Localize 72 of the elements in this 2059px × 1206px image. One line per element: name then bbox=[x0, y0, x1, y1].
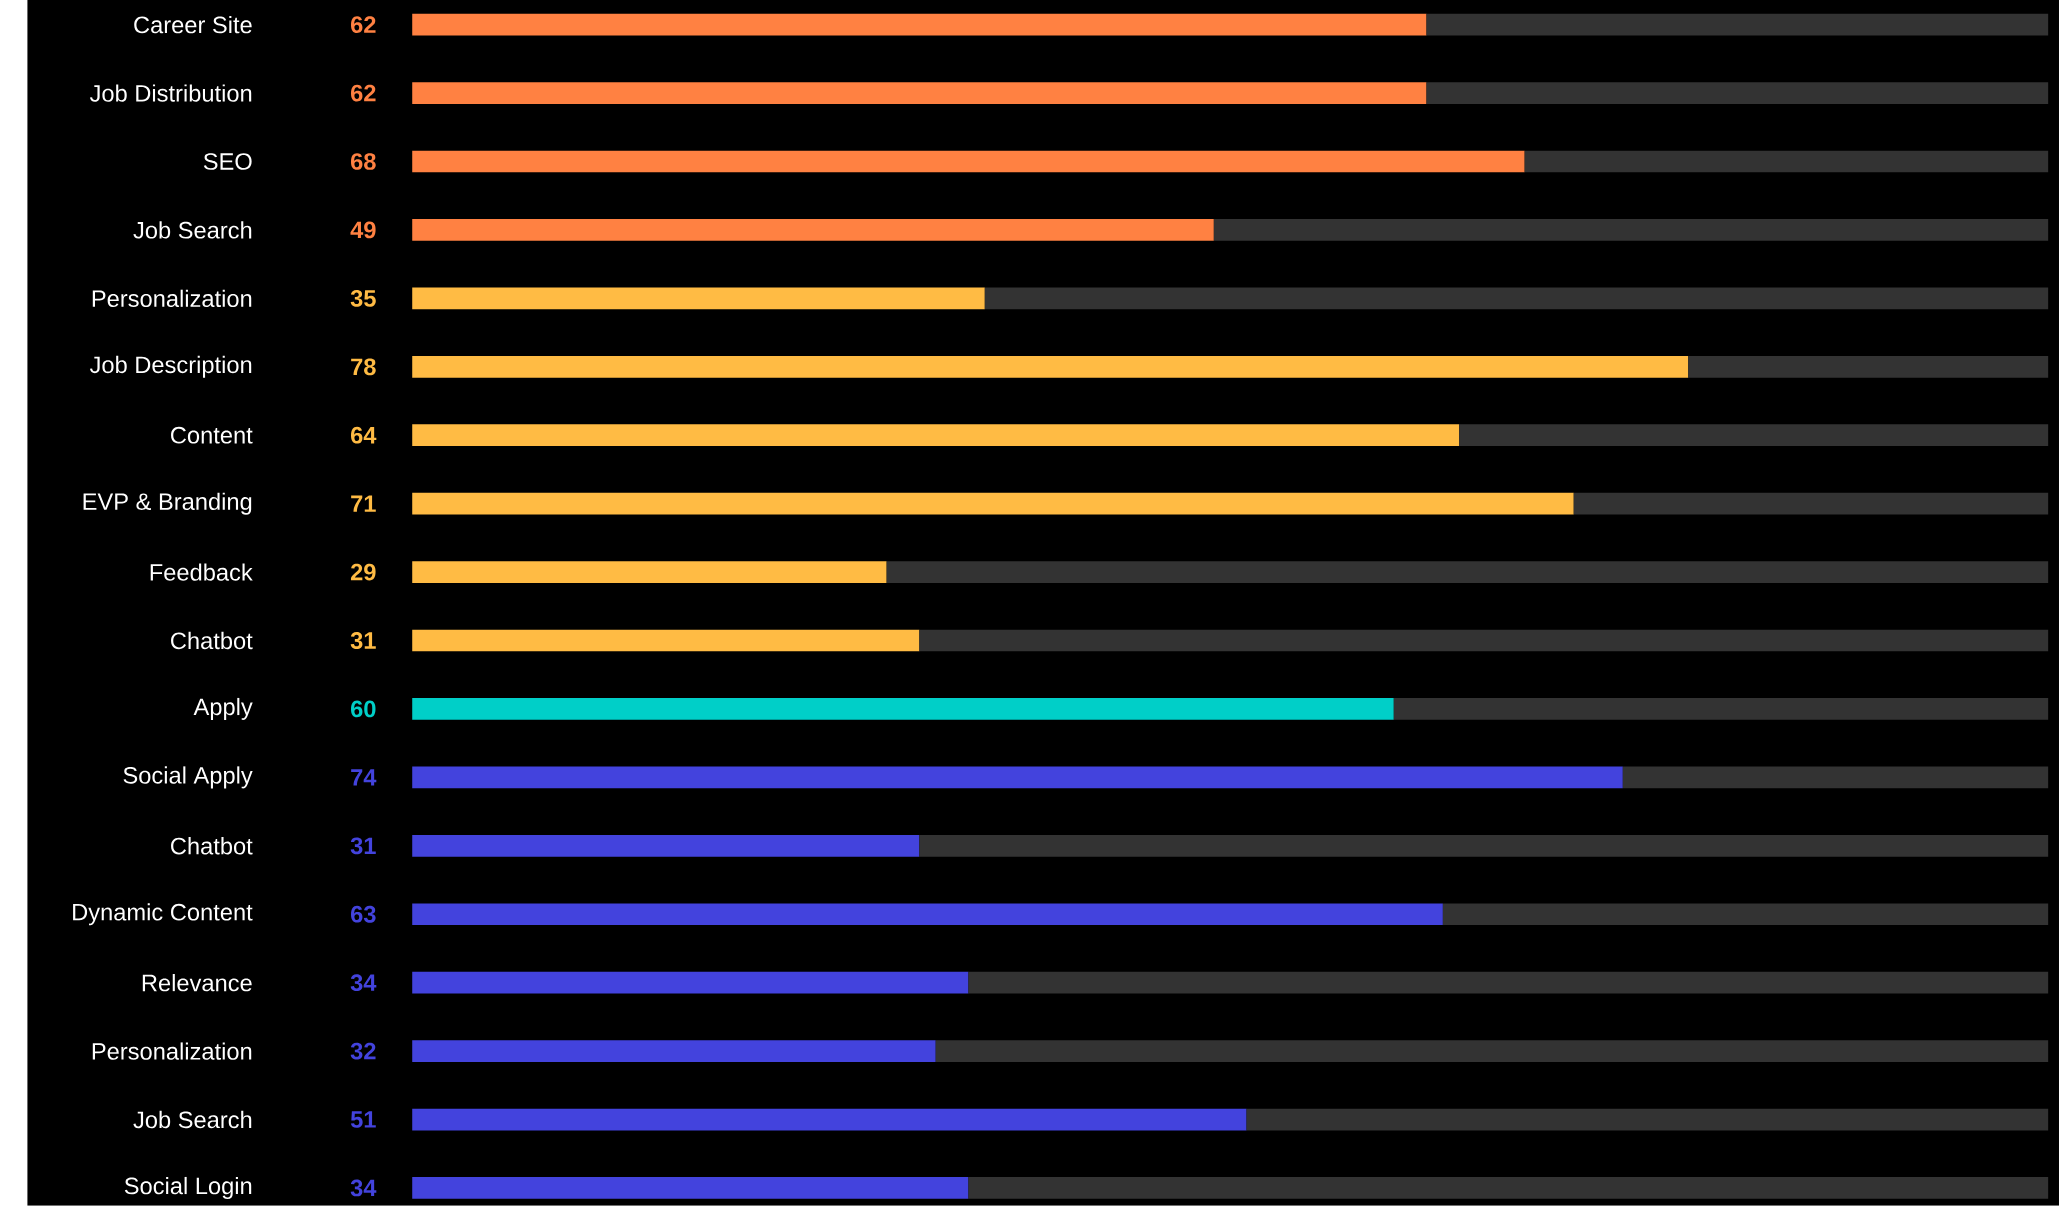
bar bbox=[412, 903, 1443, 926]
bar bbox=[1426, 13, 2049, 36]
y-tick-label: Feedback bbox=[150, 563, 253, 581]
y-tick-label: Chatbot bbox=[171, 837, 253, 855]
bar bbox=[886, 561, 2049, 584]
data-label: 68 bbox=[350, 153, 376, 170]
y-tick-label: Chatbot bbox=[171, 631, 253, 650]
data-label: 29 bbox=[350, 563, 376, 581]
data-label: 34 bbox=[350, 974, 377, 992]
data-label: 34 bbox=[350, 1179, 377, 1197]
y-tick-label: Career Site bbox=[134, 16, 252, 34]
bar bbox=[1393, 698, 2049, 720]
bar bbox=[1524, 150, 2049, 173]
data-label: 49 bbox=[350, 221, 376, 239]
data-label: 35 bbox=[350, 290, 376, 307]
data-label: 31 bbox=[350, 837, 376, 855]
bar bbox=[412, 698, 1394, 720]
bar bbox=[412, 356, 1689, 378]
data-label: 31 bbox=[350, 632, 376, 650]
y-tick-label: Relevance bbox=[142, 974, 252, 992]
y-tick-label: Personalization bbox=[92, 289, 252, 308]
y-tick-label: Job Description bbox=[89, 355, 252, 378]
y-tick-label: SEO bbox=[203, 153, 252, 170]
bar bbox=[1246, 1108, 2049, 1131]
y-tick-label: Job Search bbox=[133, 221, 252, 239]
bar bbox=[968, 1177, 2049, 1199]
bar bbox=[412, 492, 1574, 515]
bar bbox=[968, 971, 2049, 994]
data-label: 62 bbox=[350, 84, 376, 102]
data-label: 60 bbox=[350, 700, 376, 718]
y-tick-label: Apply bbox=[193, 698, 253, 721]
bar bbox=[919, 835, 2049, 857]
bar bbox=[412, 1177, 969, 1199]
data-label: 71 bbox=[351, 495, 376, 512]
bar bbox=[1426, 82, 2049, 105]
y-tick-label: Job Search bbox=[133, 1110, 252, 1129]
data-label: 62 bbox=[350, 16, 376, 34]
y-tick-label: Social Login bbox=[124, 1177, 252, 1200]
data-label: 64 bbox=[350, 426, 377, 444]
data-label: 78 bbox=[351, 358, 376, 376]
bar bbox=[412, 835, 920, 857]
bar bbox=[1459, 424, 2049, 447]
bar bbox=[412, 219, 1214, 241]
bar bbox=[1622, 766, 2049, 789]
bar bbox=[412, 287, 985, 310]
bar bbox=[412, 1040, 936, 1063]
data-label: 32 bbox=[350, 1042, 376, 1060]
bar bbox=[412, 629, 920, 652]
data-label: 63 bbox=[350, 905, 376, 923]
bar bbox=[412, 561, 887, 584]
data-label: 51 bbox=[350, 1111, 376, 1128]
bar bbox=[412, 82, 1427, 105]
y-tick-label: EVP & Branding bbox=[83, 492, 252, 515]
bar bbox=[412, 13, 1427, 36]
y-tick-label: Job Distribution bbox=[89, 84, 252, 102]
y-tick-label: Social Apply bbox=[123, 766, 253, 789]
y-tick-label: Personalization bbox=[92, 1042, 252, 1060]
bar bbox=[935, 1040, 2049, 1063]
bar bbox=[1573, 492, 2049, 515]
bar bbox=[984, 287, 2049, 310]
bar bbox=[1213, 219, 2049, 241]
bar bbox=[412, 766, 1623, 789]
y-tick-label: Dynamic Content bbox=[73, 903, 253, 926]
bar bbox=[1442, 903, 2049, 926]
y-tick-label: Content bbox=[171, 426, 253, 444]
data-label: 74 bbox=[351, 769, 377, 786]
bar bbox=[412, 150, 1525, 173]
bar bbox=[412, 1108, 1247, 1131]
bar bbox=[919, 629, 2049, 652]
bar bbox=[1688, 356, 2049, 378]
bar bbox=[412, 971, 969, 994]
bar bbox=[412, 424, 1460, 447]
